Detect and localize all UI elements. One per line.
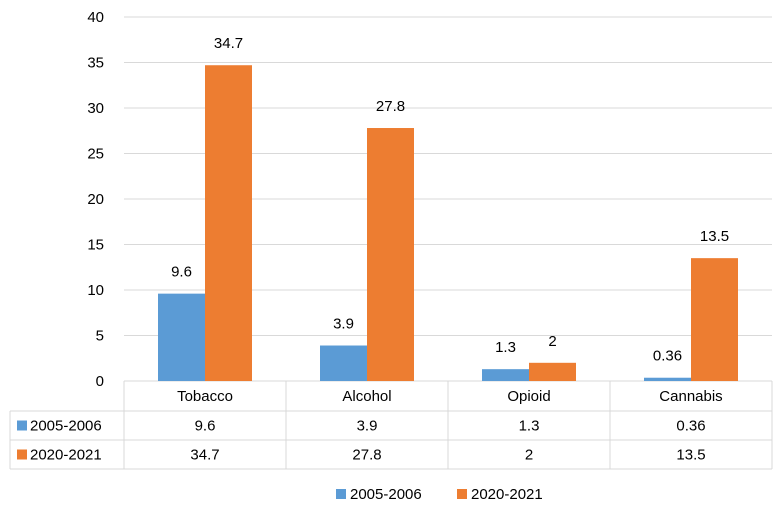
- bar: [691, 258, 738, 381]
- bar: [644, 377, 691, 381]
- category-label: Cannabis: [659, 388, 722, 405]
- data-label: 3.9: [333, 316, 354, 333]
- y-tick-label: 5: [96, 328, 104, 345]
- table-cell: 2: [525, 447, 533, 464]
- table-cell: 13.5: [676, 447, 705, 464]
- category-label: Tobacco: [177, 388, 233, 405]
- legend-entry: 2005-2006: [350, 486, 422, 503]
- table-cell: 0.36: [676, 418, 705, 435]
- y-tick-label: 40: [87, 9, 104, 26]
- data-label: 13.5: [700, 228, 729, 245]
- y-tick-label: 25: [87, 146, 104, 163]
- table-cell: 3.9: [357, 418, 378, 435]
- data-label: 0.36: [653, 348, 682, 365]
- data-label: 34.7: [214, 35, 243, 52]
- data-label: 9.6: [171, 264, 192, 281]
- bar: [320, 345, 367, 381]
- bar: [367, 128, 414, 381]
- y-tick-label: 30: [87, 100, 104, 117]
- bar: [529, 362, 576, 381]
- bar: [482, 369, 529, 381]
- bar: [205, 65, 252, 381]
- category-label: Opioid: [507, 388, 550, 405]
- table-cell: 9.6: [195, 418, 216, 435]
- table-legend-key: [17, 420, 27, 431]
- data-label: 1.3: [495, 339, 516, 356]
- bar: [158, 293, 205, 381]
- legend-swatch: [457, 489, 467, 499]
- y-tick-label: 0: [96, 373, 104, 390]
- y-tick-label: 35: [87, 55, 104, 72]
- category-label: Alcohol: [342, 388, 391, 405]
- data-label: 2: [548, 333, 556, 350]
- legend-swatch: [336, 489, 346, 499]
- y-tick-label: 20: [87, 191, 104, 208]
- table-cell: 27.8: [352, 447, 381, 464]
- table-row-header: 2005-2006: [30, 418, 102, 435]
- data-label: 27.8: [376, 98, 405, 115]
- table-legend-key: [17, 449, 27, 460]
- y-tick-label: 15: [87, 237, 104, 254]
- table-cell: 1.3: [519, 418, 540, 435]
- y-tick-label: 10: [87, 282, 104, 299]
- table-row-header: 2020-2021: [30, 447, 102, 464]
- table-cell: 34.7: [190, 447, 219, 464]
- legend-entry: 2020-2021: [471, 486, 543, 503]
